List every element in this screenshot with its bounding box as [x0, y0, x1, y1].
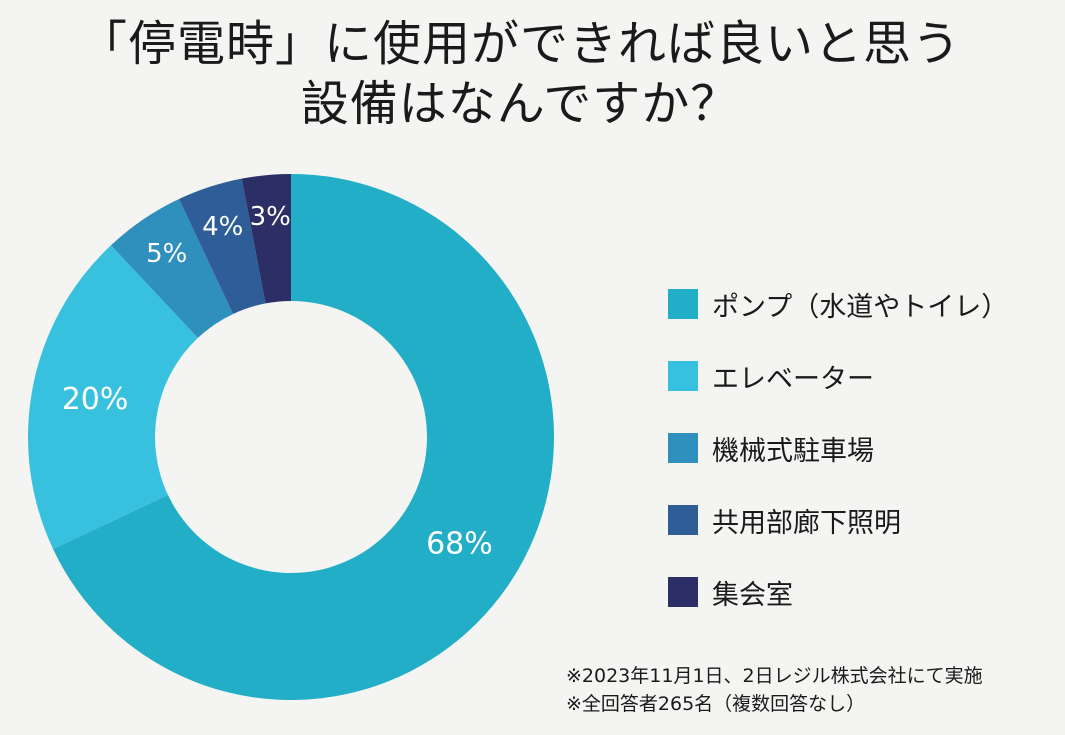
legend-label-meeting-room: 集会室	[712, 579, 793, 611]
chart-legend: ポンプ（水道やトイレ） エレベーター 機械式駐車場 共用部廊下照明 集会室	[668, 268, 1008, 628]
legend-item-elevator: エレベーター	[668, 340, 1008, 412]
slice-label-pump: 68%	[426, 526, 493, 561]
legend-swatch-pump	[668, 289, 698, 319]
slice-label-parking: 5%	[146, 239, 187, 269]
slice-elevator	[28, 245, 198, 549]
survey-notes: ※2023年11月1日、2日レジル株式会社にて実施 ※全回答者265名（複数回答…	[566, 662, 983, 718]
survey-note-respondents: ※全回答者265名（複数回答なし）	[566, 693, 866, 715]
chart-title-line-2: 設備はなんですか？	[300, 76, 740, 132]
survey-note-date: ※2023年11月1日、2日レジル株式会社にて実施	[566, 665, 983, 687]
legend-swatch-meeting-room	[668, 577, 698, 607]
legend-label-elevator: エレベーター	[712, 363, 874, 395]
slice-pump	[53, 174, 555, 700]
legend-label-parking: 機械式駐車場	[712, 435, 874, 467]
slice-label-corridor-lighting: 4%	[202, 212, 243, 242]
slice-label-elevator: 20%	[62, 382, 129, 417]
legend-item-meeting-room: 集会室	[668, 556, 1008, 628]
chart-title: 「停電時」に使用ができれば良いと思う 設備はなんですか？	[0, 14, 1040, 134]
slice-parking	[110, 199, 234, 338]
legend-item-corridor-lighting: 共用部廊下照明	[668, 484, 1008, 556]
slice-meeting-room	[241, 174, 291, 304]
legend-label-corridor-lighting: 共用部廊下照明	[712, 507, 901, 539]
legend-item-pump: ポンプ（水道やトイレ）	[668, 268, 1008, 340]
legend-item-parking: 機械式駐車場	[668, 412, 1008, 484]
legend-label-pump: ポンプ（水道やトイレ）	[712, 291, 1009, 323]
slice-label-meeting-room: 3%	[250, 202, 291, 232]
legend-swatch-corridor-lighting	[668, 505, 698, 535]
legend-swatch-elevator	[668, 361, 698, 391]
slice-corridor-lighting	[179, 178, 266, 314]
legend-swatch-parking	[668, 433, 698, 463]
chart-title-line-1: 「停電時」に使用ができれば良いと思う	[78, 16, 961, 72]
